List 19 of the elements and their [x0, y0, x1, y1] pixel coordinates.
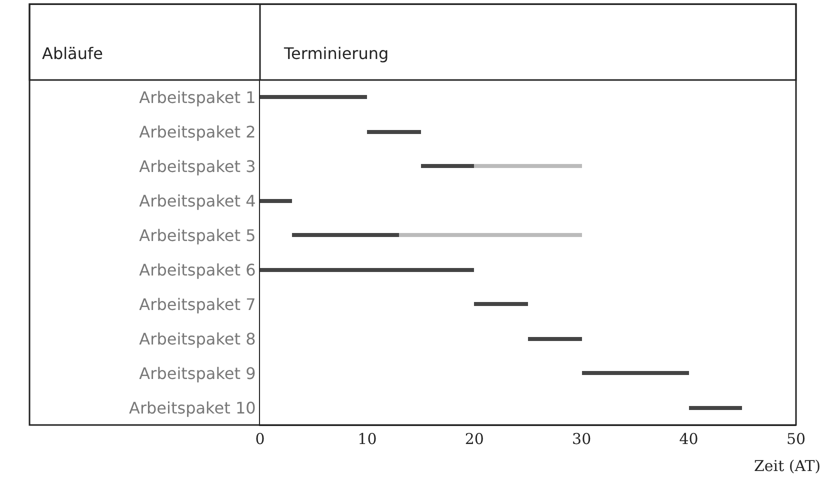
y-tick-label: Arbeitspaket 8 — [139, 329, 256, 348]
y-tick-label: Arbeitspaket 3 — [139, 156, 256, 176]
y-tick-label: Arbeitspaket 1 — [139, 88, 256, 107]
x-tick-label: 20 — [464, 430, 484, 448]
y-tick-label: Arbeitspaket 9 — [139, 364, 256, 383]
x-tick-label: 0 — [255, 430, 265, 448]
x-axis-title: Zeit (AT) — [754, 457, 821, 475]
y-tick-label: Arbeitspaket 6 — [139, 260, 256, 280]
x-tick-label: 50 — [786, 430, 806, 448]
y-tick-label: Arbeitspaket 4 — [139, 191, 256, 210]
chart-title: Terminierung — [283, 44, 389, 63]
y-tick-label: Arbeitspaket 5 — [139, 226, 256, 245]
x-tick-label: 30 — [572, 430, 592, 448]
y-axis-title: Abläufe — [42, 44, 103, 63]
y-tick-label: Arbeitspaket 10 — [129, 398, 256, 418]
y-tick-label: Arbeitspaket 7 — [139, 294, 256, 314]
x-tick-label: 10 — [358, 430, 377, 448]
y-tick-label: Arbeitspaket 2 — [139, 122, 256, 142]
x-tick-label: 40 — [679, 430, 698, 448]
